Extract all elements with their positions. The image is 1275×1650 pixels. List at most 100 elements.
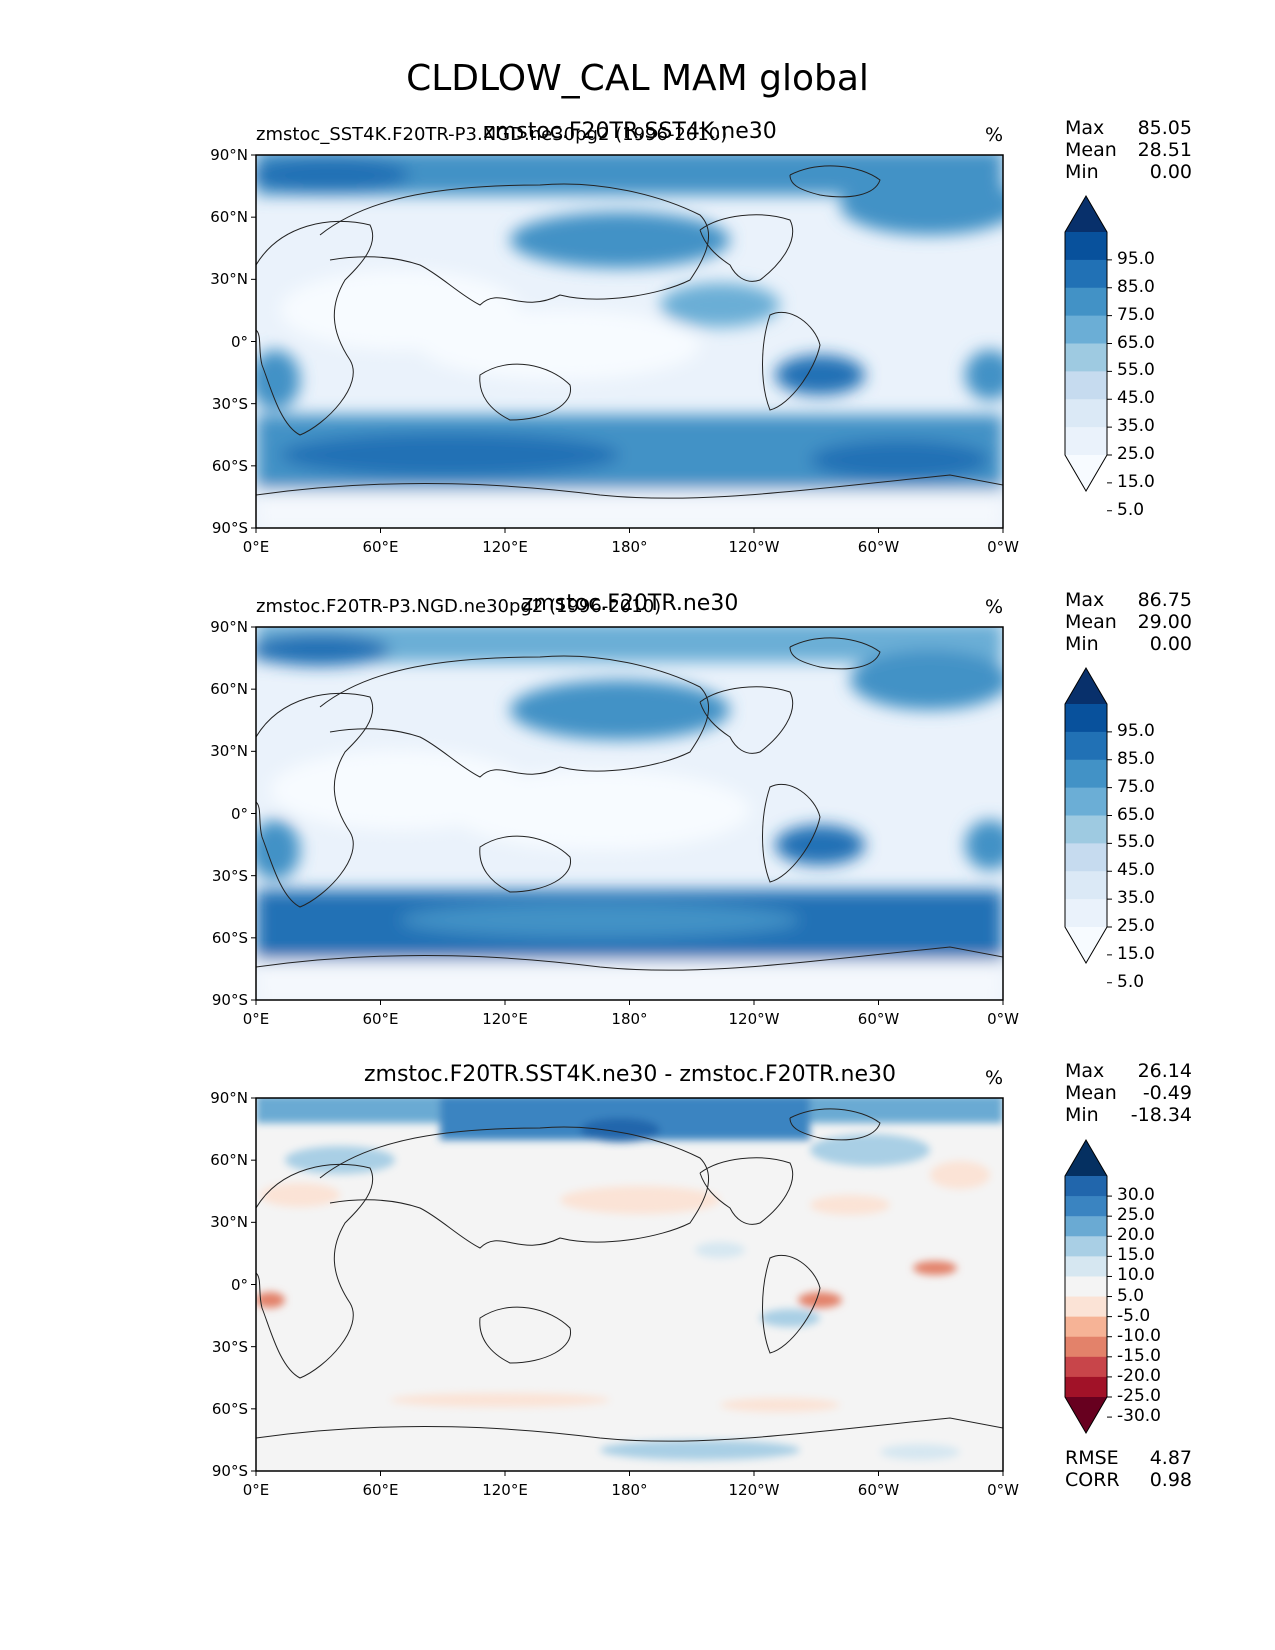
colorbar-swatch — [1065, 232, 1107, 261]
colorbar-tick-label: 35.0 — [1117, 888, 1155, 909]
colorbar-tick-label: -10.0 — [1117, 1325, 1161, 1346]
lat-tick-label: 60°S — [211, 928, 248, 947]
colorbar-tick-label: 15.0 — [1117, 1245, 1155, 1266]
lat-tick-label: 30°N — [210, 742, 248, 761]
colorbar-tick-label: -20.0 — [1117, 1365, 1161, 1386]
lat-tick-label: 30°S — [211, 1337, 248, 1356]
lat-tick-label: 90°N — [210, 1089, 248, 1107]
colorbar-swatch — [1065, 899, 1107, 928]
panel-3-min-label: Min — [1065, 1104, 1099, 1126]
colorbar-tick-label: 75.0 — [1117, 304, 1155, 325]
lon-tick-label: 0°W — [987, 1010, 1019, 1028]
panel-2-title: zmstoc.F20TR.ne30 — [521, 591, 739, 616]
colorbar-swatch — [1065, 399, 1107, 428]
lon-tick-label: 180° — [611, 538, 648, 556]
colorbar-swatch — [1065, 1356, 1107, 1378]
panel-1-units: % — [985, 124, 1004, 146]
colorbar-extend-bottom — [1065, 1397, 1107, 1433]
lat-tick-label: 30°N — [210, 270, 248, 289]
lat-tick-label: 60°S — [211, 456, 248, 475]
panel-1-max-value: 85.05 — [1137, 117, 1192, 139]
panel-1-mean-label: Mean — [1065, 139, 1117, 161]
colorbar-swatch — [1065, 704, 1107, 733]
colorbar-swatch — [1065, 731, 1107, 761]
colorbar-swatch — [1065, 1196, 1107, 1217]
lon-tick-label: 60°W — [857, 1010, 900, 1028]
colorbar-tick-label: -30.0 — [1117, 1406, 1161, 1427]
colorbar-tick-label: 10.0 — [1117, 1265, 1155, 1286]
lon-tick-label: 60°E — [362, 538, 399, 556]
colorbar-tick-label: 95.0 — [1117, 720, 1155, 741]
colorbar-tick-label: 15.0 — [1117, 943, 1155, 964]
colorbar-tick-label: 30.0 — [1117, 1185, 1155, 1206]
lon-tick-label: 120°W — [728, 1010, 780, 1028]
panel-1-title: zmstoc.F20TR.SST4K.ne30 — [483, 119, 777, 144]
lon-tick-label: 60°W — [857, 1481, 900, 1499]
colorbar-swatch — [1065, 1316, 1107, 1338]
panel-3-rmse-label: RMSE — [1065, 1447, 1119, 1469]
colorbar-extend-top — [1065, 668, 1107, 704]
panel-1-case-label: zmstoc_SST4K.F20TR-P3.NGD.ne30pg2 (1996-… — [256, 124, 728, 145]
colorbar-swatch — [1065, 843, 1107, 872]
colorbar-tick-label: -5.0 — [1117, 1305, 1151, 1326]
colorbar-tick-label: 20.0 — [1117, 1225, 1155, 1246]
lon-tick-label: 0°W — [987, 538, 1019, 556]
lat-tick-label: 0° — [230, 804, 248, 823]
colorbar-3 — [1064, 1139, 1112, 1434]
panel-3-rmse-value: 4.87 — [1149, 1447, 1192, 1469]
lat-tick-label: 30°N — [210, 1213, 248, 1232]
panel-1-min-value: 0.00 — [1149, 161, 1192, 183]
lon-tick-label: 120°E — [482, 1481, 528, 1499]
colorbar-swatch — [1065, 1336, 1107, 1358]
lat-tick-label: 0° — [230, 1275, 248, 1294]
lon-tick-label: 180° — [611, 1010, 648, 1028]
panel-2-units: % — [985, 596, 1004, 618]
colorbar-swatch — [1065, 1256, 1107, 1277]
map-panel-1-field — [256, 155, 1003, 528]
lat-tick-label: 60°N — [210, 1151, 248, 1170]
lat-tick-label: 90°S — [211, 519, 248, 537]
panel-2-mean-value: 29.00 — [1137, 611, 1192, 633]
panel-2-min-value: 0.00 — [1149, 633, 1192, 655]
colorbar-tick-label: 95.0 — [1117, 248, 1155, 269]
colorbar-swatch — [1065, 1216, 1107, 1237]
lon-tick-label: 0°E — [242, 538, 270, 556]
colorbar-swatch — [1065, 1236, 1107, 1257]
colorbar-tick-label: 15.0 — [1117, 471, 1155, 492]
lon-tick-label: 0°W — [987, 1481, 1019, 1499]
colorbar-extend-bottom — [1065, 455, 1107, 491]
lon-tick-label: 180° — [611, 1481, 648, 1499]
panel-1-min-label: Min — [1065, 161, 1099, 183]
colorbar-tick-label: -25.0 — [1117, 1386, 1161, 1406]
panel-2-min-label: Min — [1065, 633, 1099, 655]
lon-tick-label: 0°E — [242, 1010, 270, 1028]
panel-2-case-label: zmstoc.F20TR-P3.NGD.ne30pg2 (1996-2010) — [256, 596, 662, 617]
colorbar-swatch — [1065, 343, 1107, 372]
colorbar-1 — [1064, 195, 1112, 512]
colorbar-extend-top — [1065, 1140, 1107, 1176]
colorbar-swatch — [1065, 1176, 1107, 1197]
panel-3-max-value: 26.14 — [1137, 1060, 1192, 1082]
colorbar-tick-label: -15.0 — [1117, 1345, 1161, 1366]
colorbar-extend-top — [1065, 196, 1107, 232]
colorbar-tick-label: 25.0 — [1117, 916, 1155, 936]
lat-tick-label: 90°N — [210, 146, 248, 164]
colorbar-tick-label: 75.0 — [1117, 776, 1155, 797]
panel-3-min-value: -18.34 — [1130, 1104, 1192, 1126]
panel-1-mean-value: 28.51 — [1137, 139, 1192, 161]
colorbar-swatch — [1065, 1276, 1107, 1298]
colorbar-swatch — [1065, 259, 1107, 289]
lat-tick-label: 90°S — [211, 991, 248, 1009]
colorbar-tick-label: 5.0 — [1117, 499, 1145, 520]
lon-tick-label: 60°E — [362, 1481, 399, 1499]
panel-3-mean-label: Mean — [1065, 1082, 1117, 1104]
colorbar-swatch — [1065, 371, 1107, 400]
colorbar-tick-label: 45.0 — [1117, 860, 1155, 881]
lon-tick-label: 120°W — [728, 538, 780, 556]
panel-2-max-label: Max — [1065, 589, 1105, 611]
panel-3-title: zmstoc.F20TR.SST4K.ne30 - zmstoc.F20TR.n… — [363, 1062, 897, 1087]
lat-tick-label: 60°N — [210, 208, 248, 227]
lat-tick-label: 90°S — [211, 1462, 248, 1480]
colorbar-tick-label: 45.0 — [1117, 388, 1155, 409]
